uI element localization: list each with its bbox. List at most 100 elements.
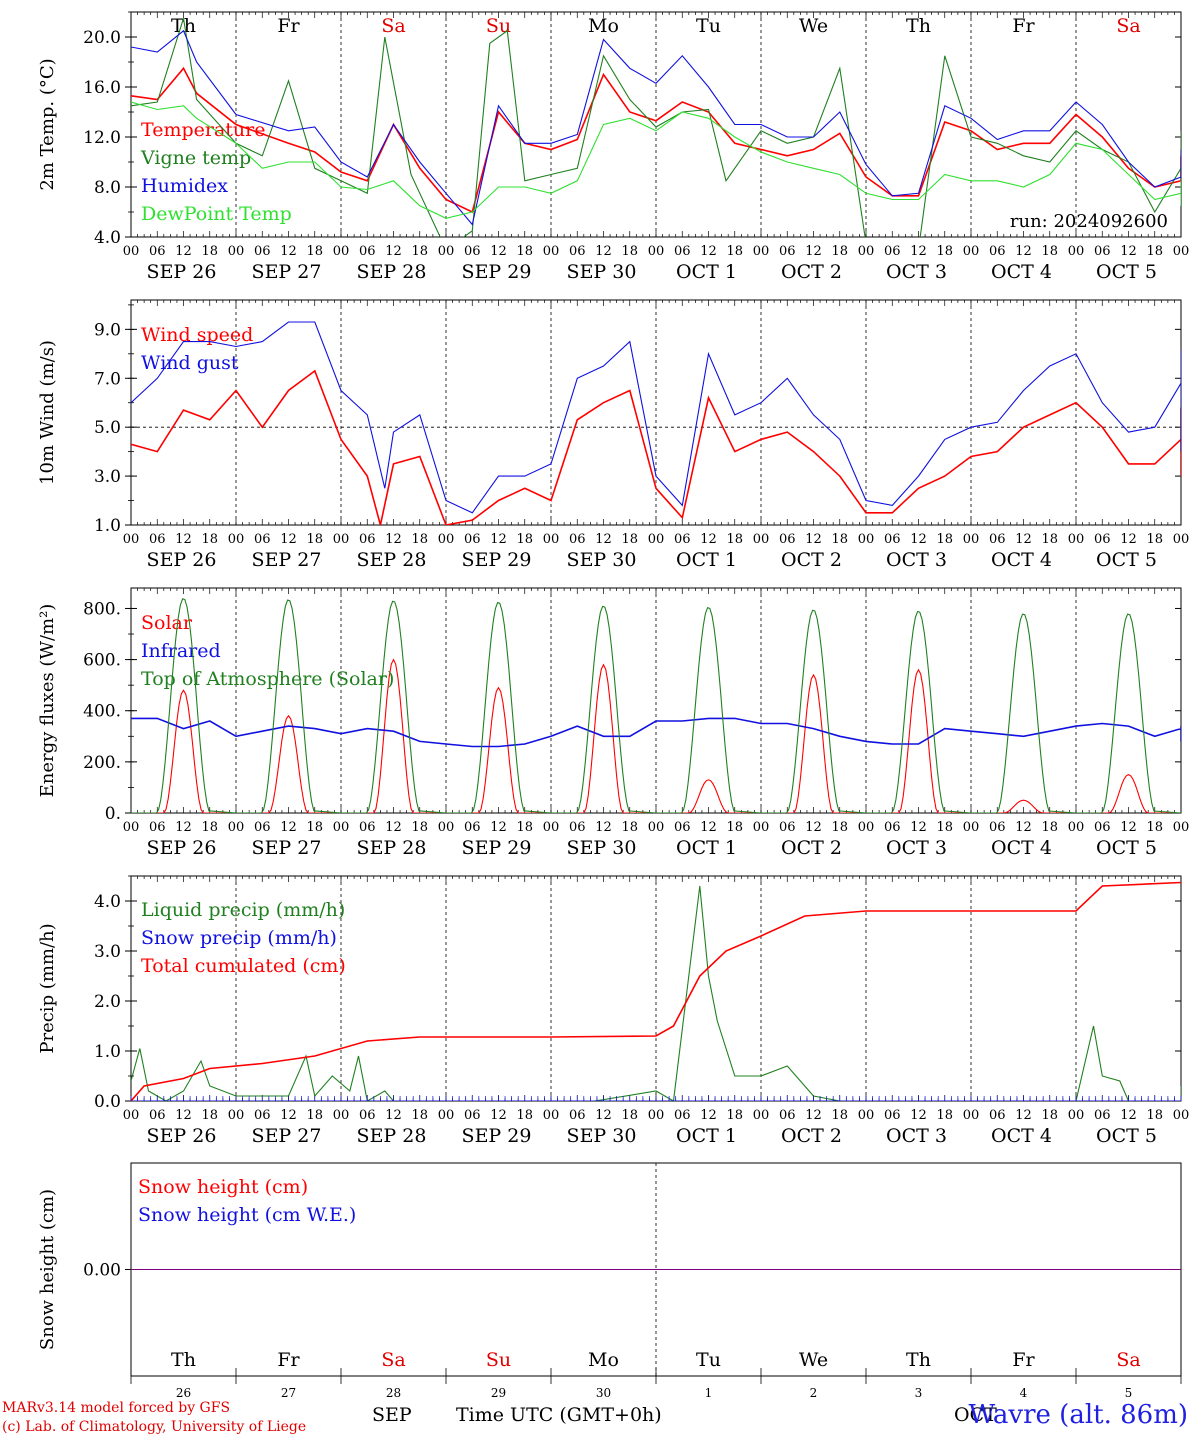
hour-tick-label: 12 (910, 820, 927, 835)
hour-tick-label: 18 (621, 532, 638, 547)
panel-2: 00 06 12 18 SEP 26 00 06 12 18 SEP 27 00 06 12 18 SEP … (37, 299, 1190, 571)
hour-tick-label: 12 (175, 244, 192, 259)
date-label: SEP 29 (462, 549, 532, 571)
y-axis-label: Snow height (cm) (37, 1189, 58, 1350)
date-label: SEP 27 (252, 1125, 322, 1147)
hour-tick-label: 12 (595, 820, 612, 835)
hour-tick-label: 12 (700, 532, 717, 547)
hour-tick-label: 06 (359, 532, 376, 547)
hour-tick-label: 12 (280, 244, 297, 259)
date-label: SEP 28 (357, 549, 427, 571)
hour-tick-label: 18 (936, 1108, 953, 1123)
date-label: SEP 26 (147, 261, 217, 283)
hour-tick-label: 06 (149, 820, 166, 835)
hour-tick-label: 00 (333, 1108, 350, 1123)
hour-tick-label: 12 (490, 820, 507, 835)
hour-tick-label: 06 (779, 532, 796, 547)
hour-tick-label: 18 (1146, 532, 1163, 547)
date-label: OCT 4 (991, 1125, 1052, 1147)
hour-tick-label: 00 (543, 244, 560, 259)
month-label-oct: OCT (954, 1404, 997, 1426)
hour-tick-label: 06 (989, 244, 1006, 259)
hour-tick-label: 18 (516, 532, 533, 547)
hour-tick-label: 12 (805, 532, 822, 547)
hour-tick-label: 06 (359, 244, 376, 259)
hour-tick-label: 18 (726, 820, 743, 835)
hour-tick-label: 18 (516, 244, 533, 259)
hour-tick-label: 12 (1015, 820, 1032, 835)
legend-entry: Total cumulated (cm) (141, 955, 346, 977)
hour-tick-label: 00 (1068, 244, 1085, 259)
hour-tick-label: 18 (621, 820, 638, 835)
date-label: SEP 27 (252, 549, 322, 571)
hour-tick-label: 18 (306, 244, 323, 259)
legend-entry: Liquid precip (mm/h) (141, 899, 345, 921)
date-label: OCT 3 (886, 261, 947, 283)
hour-tick-label: 18 (1146, 1108, 1163, 1123)
hour-tick-label: 00 (648, 820, 665, 835)
day-number-label: 3 (915, 1386, 923, 1400)
weekday-label: Th (906, 1349, 931, 1371)
date-label: SEP 26 (147, 1125, 217, 1147)
date-label: OCT 3 (886, 1125, 947, 1147)
y-tick-label: 4.0 (94, 228, 121, 248)
hour-tick-label: 00 (648, 1108, 665, 1123)
date-label: OCT 5 (1096, 1125, 1157, 1147)
y-tick-label: 1.0 (94, 516, 121, 536)
hour-tick-label: 18 (1041, 244, 1058, 259)
hour-tick-label: 00 (963, 244, 980, 259)
weekday-label: Sa (1116, 15, 1140, 37)
day-number-label: 28 (386, 1386, 401, 1400)
hour-tick-label: 06 (254, 244, 271, 259)
date-label: OCT 4 (991, 837, 1052, 859)
legend-entry: Snow height (cm) (138, 1176, 308, 1198)
hour-tick-label: 12 (595, 532, 612, 547)
hour-tick-label: 12 (805, 820, 822, 835)
y-tick-label: 7.0 (94, 369, 121, 389)
y-tick-label: 5.0 (94, 418, 121, 438)
y-tick-label: 3.0 (94, 467, 121, 487)
hour-tick-label: 00 (333, 820, 350, 835)
hour-tick-label: 18 (936, 532, 953, 547)
credit-line-1: MARv3.14 model forced by GFS (2, 1400, 231, 1416)
series-line-wind-gust (131, 321, 1181, 514)
hour-tick-label: 06 (569, 244, 586, 259)
hour-tick-label: 00 (123, 820, 140, 835)
hour-tick-label: 00 (228, 820, 245, 835)
legend-entry: Snow precip (mm/h) (141, 927, 337, 949)
hour-tick-label: 18 (726, 532, 743, 547)
run-annotation: run: 2024092600 (1010, 211, 1168, 232)
date-label: SEP 28 (357, 261, 427, 283)
legend-entry: Infrared (141, 640, 221, 662)
weekday-label: Sa (381, 15, 405, 37)
hour-tick-label: 12 (280, 1108, 297, 1123)
hour-tick-label: 18 (411, 244, 428, 259)
hour-tick-label: 12 (1120, 1108, 1137, 1123)
hour-tick-label: 00 (543, 1108, 560, 1123)
hour-tick-label: 12 (595, 1108, 612, 1123)
day-number-label: 1 (705, 1386, 713, 1400)
hour-tick-label: 00 (228, 244, 245, 259)
hour-tick-label: 18 (1146, 244, 1163, 259)
hour-tick-label: 12 (1015, 244, 1032, 259)
hour-tick-label: 12 (490, 1108, 507, 1123)
hour-tick-label: 00 (963, 1108, 980, 1123)
hour-tick-label: 00 (1173, 532, 1190, 547)
weekday-label: Mo (588, 1349, 619, 1371)
plot-frame (130, 587, 1182, 814)
hour-tick-label: 06 (884, 820, 901, 835)
hour-tick-label: 18 (411, 1108, 428, 1123)
hour-tick-label: 12 (910, 244, 927, 259)
y-axis-label: 10m Wind (m/s) (37, 340, 58, 485)
weekday-label: Fr (277, 1349, 300, 1371)
series-line-wind-speed (131, 369, 1181, 525)
hour-tick-label: 00 (1173, 820, 1190, 835)
date-label: SEP 26 (147, 837, 217, 859)
credit-line-2: (c) Lab. of Climatology, University of L… (2, 1419, 307, 1435)
hour-tick-label: 06 (464, 1108, 481, 1123)
date-label: OCT 1 (676, 261, 737, 283)
panel-4: 00 06 12 18 SEP 26 00 06 12 18 SEP 27 00 06 12 18 SEP … (37, 875, 1189, 1147)
day-number-label: 29 (491, 1386, 506, 1400)
day-number-label: 26 (176, 1386, 191, 1400)
hour-tick-label: 18 (411, 532, 428, 547)
